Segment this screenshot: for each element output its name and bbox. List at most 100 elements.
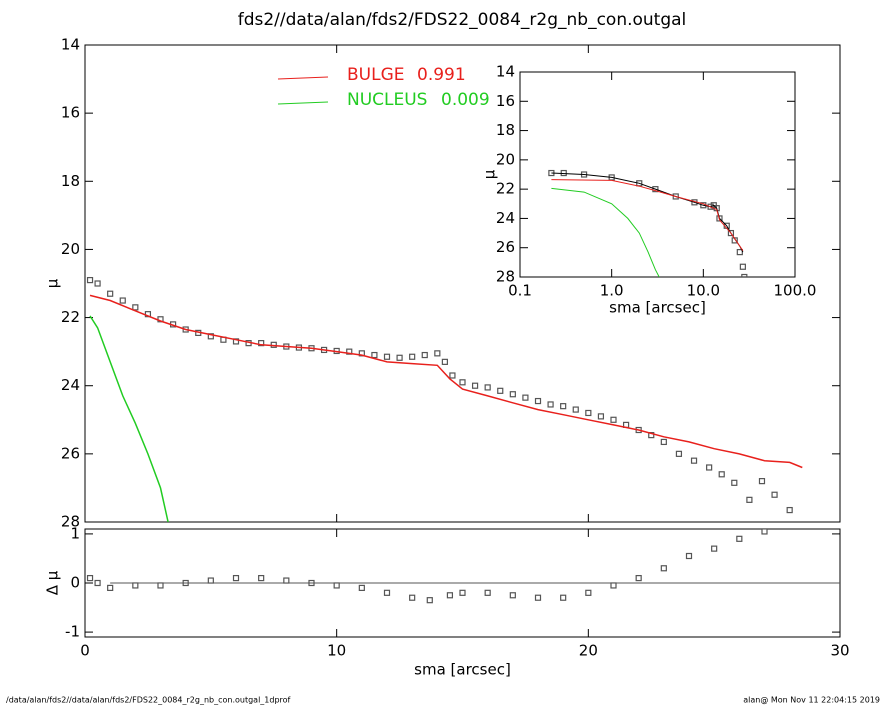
data-point	[371, 351, 378, 359]
y-tick-label: 16	[61, 104, 80, 122]
data-point	[471, 382, 479, 389]
data-point	[635, 574, 642, 582]
y-tick-label: 1	[70, 524, 80, 542]
y-tick-label: -1	[65, 623, 80, 641]
y-axis-label: Δ μ	[44, 570, 62, 595]
legend-label: NUCLEUS	[347, 90, 427, 110]
data-point	[426, 597, 433, 604]
data-point	[86, 574, 94, 582]
data-point	[534, 594, 542, 601]
y-tick-label: 26	[496, 238, 515, 256]
data-point	[421, 351, 428, 359]
chart-title: fds2//data/alan/fds2/FDS22_0084_r2g_nb_c…	[238, 10, 687, 30]
data-point	[441, 358, 448, 365]
x-axis-label: sma [arcsec]	[609, 299, 706, 317]
data-point	[672, 193, 679, 200]
data-point	[716, 215, 723, 222]
data-point	[409, 353, 416, 360]
data-point	[522, 394, 529, 401]
data-point	[509, 592, 516, 599]
y-tick-label: 22	[61, 308, 80, 326]
data-point	[396, 354, 403, 361]
x-tick-label: 0	[80, 642, 90, 660]
data-point	[509, 391, 516, 398]
x-axis-label: sma [arcsec]	[414, 661, 511, 679]
x-tick-label: 10	[327, 642, 346, 660]
plot-frame	[84, 44, 841, 523]
data-point	[484, 384, 491, 391]
data-point	[718, 471, 725, 478]
legend-swatch	[277, 76, 329, 80]
data-point	[107, 584, 114, 592]
data-point	[258, 340, 265, 347]
data-point	[761, 529, 768, 535]
series-line	[89, 315, 169, 522]
data-point	[746, 496, 753, 503]
legend-swatch	[277, 101, 329, 105]
y-tick-label: 20	[61, 240, 80, 258]
x-tick-label: 100.0	[774, 282, 817, 300]
y-axis-label: μ	[44, 278, 62, 288]
data-point	[660, 438, 667, 446]
data-point	[157, 582, 164, 589]
data-point	[182, 579, 189, 587]
data-point	[786, 506, 793, 514]
data-point	[484, 589, 491, 596]
data-point	[572, 406, 579, 413]
data-point	[358, 584, 365, 592]
y-tick-label: 28	[61, 513, 80, 531]
data-point	[497, 387, 504, 394]
footer-right: alan@ Mon Nov 11 22:04:15 2019	[743, 696, 880, 705]
data-point	[560, 403, 567, 410]
data-point	[232, 574, 240, 582]
y-tick-label: 14	[496, 63, 515, 81]
data-point	[706, 464, 713, 471]
y-tick-label: 20	[496, 150, 515, 168]
data-point	[652, 186, 659, 193]
data-point	[434, 350, 441, 357]
y-tick-label: 22	[496, 180, 515, 198]
data-point	[741, 273, 748, 277]
data-point	[727, 229, 735, 237]
legend-label: BULGE	[347, 65, 405, 85]
data-point	[690, 457, 698, 464]
data-point	[731, 479, 738, 486]
data-point	[685, 552, 693, 560]
data-point	[258, 574, 265, 582]
data-point	[758, 478, 766, 485]
y-tick-label: 14	[61, 36, 80, 54]
data-point	[459, 589, 466, 596]
data-point	[383, 589, 391, 596]
y-tick-label: 16	[496, 92, 515, 110]
legend-value: 0.991	[417, 65, 466, 85]
data-point	[346, 348, 353, 355]
data-point	[86, 276, 94, 284]
data-point	[107, 290, 114, 297]
y-tick-label: 28	[496, 268, 515, 286]
x-tick-label: 20	[579, 642, 598, 660]
data-point	[585, 409, 592, 417]
data-point	[283, 577, 290, 584]
x-tick-label: 30	[830, 642, 849, 660]
y-tick-label: 18	[496, 121, 515, 139]
y-tick-label: 24	[496, 209, 515, 227]
series-line	[551, 179, 744, 251]
data-point	[94, 280, 101, 287]
y-tick-label: 0	[70, 574, 80, 592]
y-tick-label: 26	[61, 444, 80, 462]
data-point	[711, 545, 718, 552]
data-point	[597, 413, 605, 420]
x-tick-label: 1.0	[600, 282, 624, 300]
legend-value: 0.009	[441, 90, 490, 110]
data-point	[560, 594, 567, 601]
data-point	[409, 594, 416, 601]
data-point	[736, 249, 743, 256]
data-point	[648, 432, 655, 439]
data-point	[660, 565, 667, 572]
data-point	[675, 450, 683, 457]
data-point	[308, 579, 315, 587]
data-point	[232, 338, 240, 345]
data-point	[207, 333, 214, 340]
y-tick-label: 18	[61, 172, 80, 190]
